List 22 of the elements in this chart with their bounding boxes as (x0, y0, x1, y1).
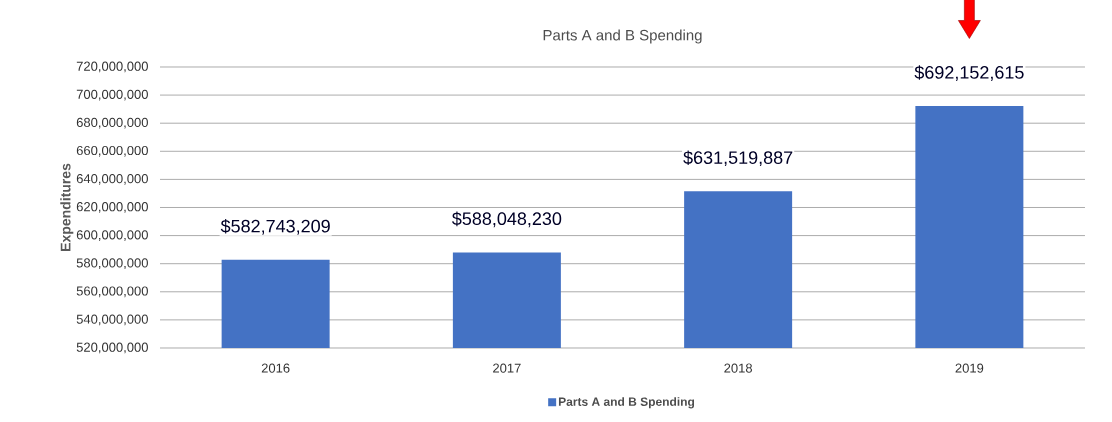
y-tick-label: 680,000,000 (76, 117, 148, 129)
y-tick-label: 540,000,000 (76, 314, 148, 326)
y-tick-label: 580,000,000 (76, 258, 148, 270)
y-tick-label: 660,000,000 (76, 145, 148, 157)
y-tick-label: 520,000,000 (76, 342, 148, 354)
y-tick-label: 700,000,000 (76, 89, 148, 101)
y-axis-title: Expenditures (60, 163, 74, 251)
y-tick-label: 560,000,000 (76, 286, 148, 298)
y-tick-label: 620,000,000 (76, 202, 148, 213)
x-tick-label: 2016 (261, 363, 290, 373)
data-label: $692,152,615 (914, 65, 1024, 81)
x-tick-label: 2018 (724, 363, 753, 373)
y-tick-label: 640,000,000 (76, 174, 148, 185)
x-tick-label: 2017 (493, 363, 521, 373)
x-tick-label: 2019 (955, 363, 984, 373)
data-label: $588,048,230 (452, 211, 562, 228)
y-tick-label: 720,000,000 (76, 61, 148, 73)
data-label: $631,519,887 (683, 150, 793, 167)
legend-label: Parts A and B Spending (558, 397, 695, 409)
data-label: $582,743,209 (220, 219, 330, 235)
y-tick-label: 600,000,000 (76, 230, 148, 241)
chart-title: Parts A and B Spending (543, 29, 702, 44)
